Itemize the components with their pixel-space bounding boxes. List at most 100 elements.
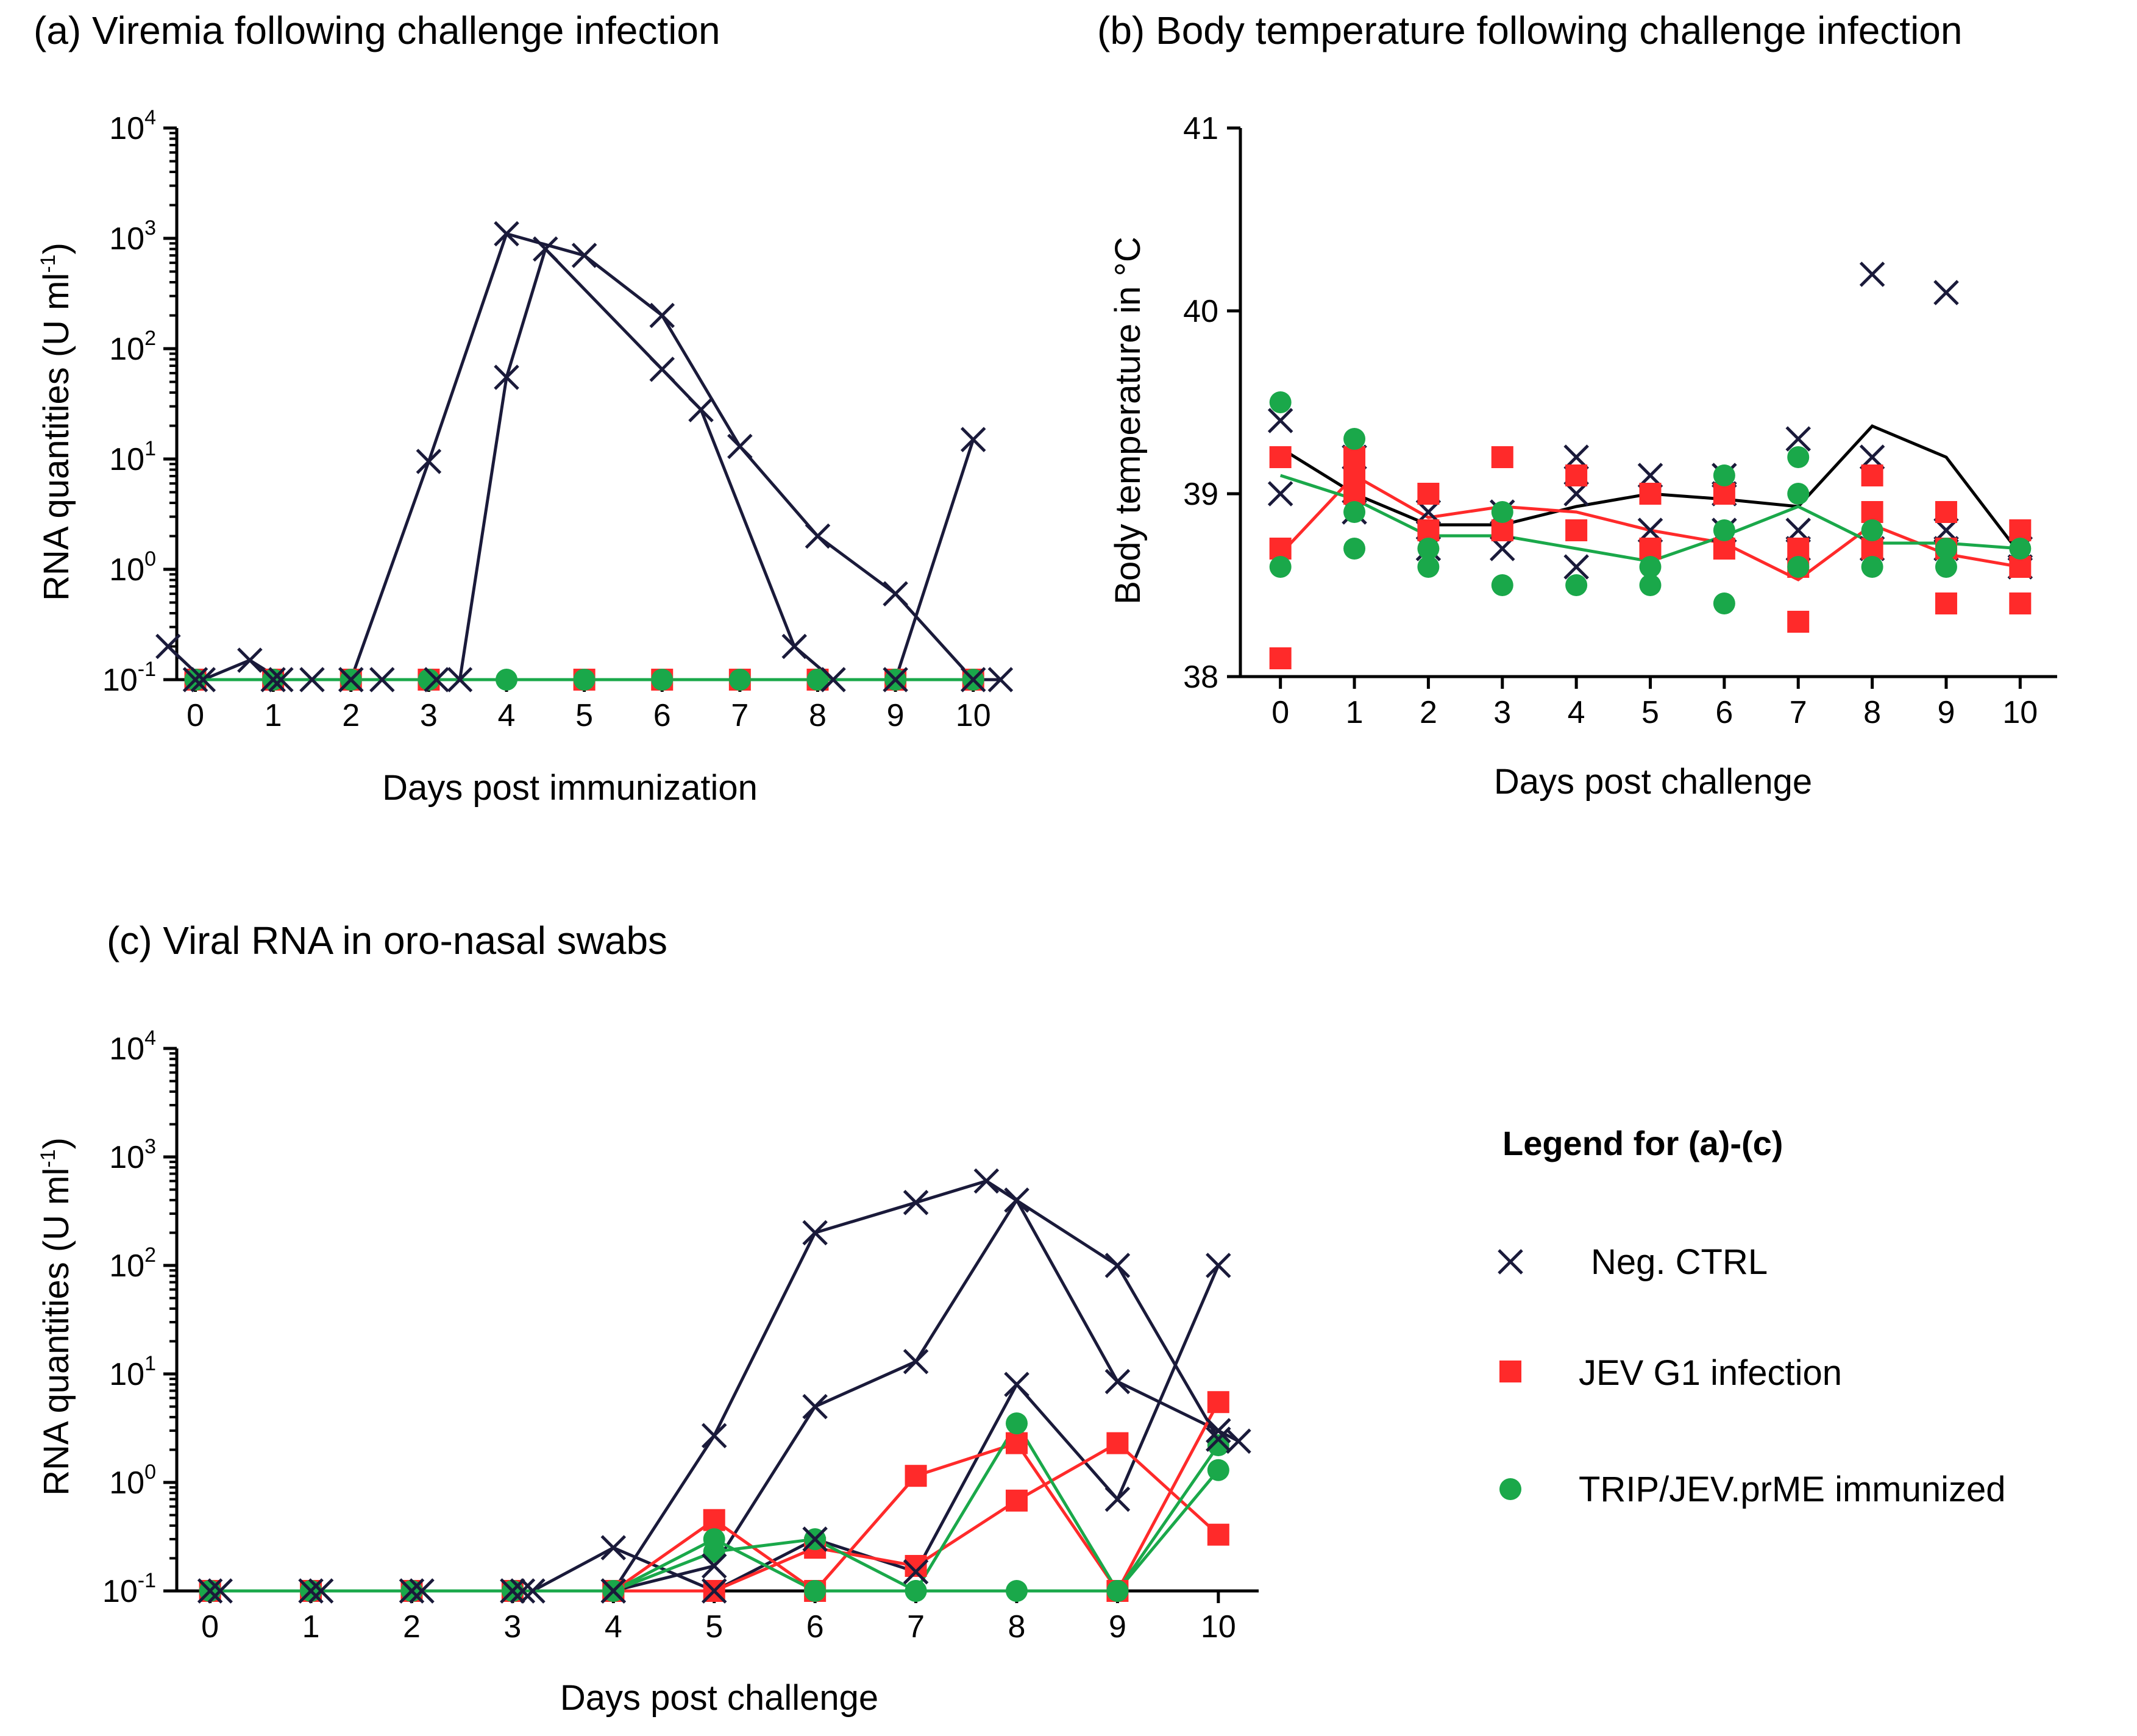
panel-b-series-0-point-22-stroke-b [1933, 280, 1959, 305]
panel-c-xtick-label: 9 [1109, 1609, 1126, 1645]
panel-b-series-2-point-16 [1787, 483, 1810, 505]
panel-a-xtick-label: 9 [887, 698, 905, 733]
panel-a-series-2-point-0-stroke-b [424, 667, 449, 692]
panel-a-xtick-label: 6 [653, 698, 671, 733]
panel-c-series-1-point-0 [207, 1578, 233, 1604]
panel-b-series-2-point-4 [1343, 538, 1366, 560]
panel-a-ylabel: RNA quantities (U ml-1) [37, 243, 76, 601]
panel-a-series-0-point-0 [155, 633, 181, 660]
panel-b-xtick-label: 10 [2002, 695, 2038, 730]
panel-c-ylabel: RNA quantities (U ml-1) [37, 1137, 76, 1496]
panel-b-xtick-label: 4 [1568, 695, 1585, 730]
panel-c-series-1-point-10 [1206, 1418, 1231, 1443]
legend-neg-ctrl-label: Neg. CTRL [1591, 1242, 1768, 1282]
panel-c: (c) Viral RNA in oro-nasal swabs 10-1100… [37, 919, 1259, 1718]
panel-a-series-1-point-4 [494, 221, 519, 247]
panel-c-series-1-point-10-stroke-b [1206, 1418, 1231, 1443]
panel-c-series-3-point-5 [703, 1509, 725, 1531]
panel-c-series-0-point-6-stroke-b [802, 1220, 828, 1246]
panel-c-series-1-point-9-stroke-b [1104, 1368, 1131, 1395]
panel-a-ytick-base: 10 [109, 552, 144, 588]
panel-b-ytick-label: 40 [1183, 294, 1218, 329]
legend-title: Legend for (a)-(c) [1502, 1124, 1783, 1162]
panel-c-series-1-point-6-stroke-b [802, 1393, 828, 1420]
panel-b-series-0-point-1 [1267, 481, 1293, 507]
panel-c-xtick-label: 10 [1201, 1609, 1236, 1645]
panel-a-ytick-base: 10 [109, 221, 144, 257]
panel-a-series-1-point-10-stroke-b [960, 667, 986, 692]
panel-c-ytick-label: 102 [109, 1243, 156, 1284]
panel-c-xtick-label: 2 [403, 1609, 421, 1645]
panel-a-series-2-point-2 [494, 365, 519, 390]
panel-b-series-1-point-19 [1861, 464, 1883, 486]
panel-a-ylabel-end: ) [37, 243, 76, 254]
panel-b-series-0-point-19-stroke-b [1859, 261, 1885, 287]
panel-c-xtick-label: 5 [705, 1609, 723, 1645]
panel-c-ytick-base: 10 [109, 1248, 144, 1284]
panel-c-series-2-point-5-stroke-b [1004, 1371, 1029, 1398]
panel-c-series-1-point-1-stroke-b [308, 1578, 334, 1604]
panel-b-xtick-label: 6 [1715, 695, 1733, 730]
panel-a-ytick-label: 101 [109, 437, 156, 477]
panel-c-xtick-label: 1 [302, 1609, 320, 1645]
panel-a-series-1-point-0-stroke-b [182, 667, 208, 692]
panel-c-series-0-point-2-stroke-b [399, 1578, 425, 1604]
panel-b-series-1-point-8 [1491, 446, 1513, 468]
panel-c-ytick-base: 10 [109, 1465, 144, 1501]
panel-b-series-1-point-11 [1565, 519, 1588, 541]
panel-a-series-line-2 [436, 246, 975, 681]
panel-a-series-2-point-4 [649, 357, 675, 382]
panel-b-plot: 38 39 40 41 0 1 2 3 4 5 6 7 8 9 10 [1183, 111, 2057, 730]
panel-a-xlabel: Days post immunization [382, 768, 758, 808]
panel-b-series-2-point-12 [1713, 464, 1735, 486]
panel-b-series-0-point-10 [1563, 554, 1589, 580]
panel-c-ytick-label: 100 [109, 1460, 156, 1501]
panel-a-ylabel-main: RNA quantities (U ml [37, 273, 76, 601]
panel-b-series-1-point-12 [1639, 483, 1662, 505]
panel-c-xtick-label: 0 [201, 1609, 219, 1645]
panel-c-series-4-point-4 [1005, 1489, 1028, 1512]
panel-b-xtick-label: 2 [1420, 695, 1437, 730]
panel-c-series-0-point-7-stroke-b [903, 1190, 929, 1215]
panel-a-ytick-base: 10 [109, 111, 144, 146]
panel-c-ylabel-sup: -1 [37, 1149, 60, 1167]
panel-c-series-0-point-7 [903, 1190, 929, 1215]
panel-b-series-2-point-14 [1713, 592, 1735, 614]
panel-b-series-0-point-16-stroke-b [1785, 426, 1811, 452]
panel-c-series-6-point-6 [1207, 1434, 1229, 1457]
panel-a-ytick-base: 10 [109, 332, 144, 367]
panel-a-series-2-point-8-stroke-b [883, 667, 908, 692]
panel-c-series-1-point-7 [903, 1348, 929, 1375]
panel-a: (a) Viremia following challenge infectio… [34, 9, 1014, 808]
panel-c-series-1-point-8 [1004, 1187, 1029, 1213]
panel-b-series-1-point-6 [1417, 483, 1440, 505]
panel-a-series-1-point-8 [805, 523, 831, 549]
panel-a-series-1-point-11 [987, 667, 1014, 692]
panel-c-series-4-point-6 [1207, 1523, 1229, 1546]
legend-trip-jev-label: TRIP/JEV.prME immunized [1579, 1470, 2006, 1509]
panel-b-series-2-point-1 [1269, 556, 1292, 578]
panel-a-ytick-label: 102 [109, 327, 156, 367]
panel-a-series-2-point-9-stroke-b [960, 427, 986, 452]
panel-b-series-0-point-10-stroke-b [1563, 554, 1589, 580]
panel-b-series-2-point-10 [1639, 556, 1662, 578]
panel-c-xtick-label: 8 [1008, 1609, 1026, 1645]
panel-c-series-2-point-3-stroke-b [802, 1526, 828, 1552]
panel-c-series-0-point-0 [197, 1578, 223, 1604]
panel-a-series-1-point-7-stroke-b [727, 433, 753, 460]
panel-c-series-0-point-1 [298, 1578, 324, 1604]
panel-c-series-2-point-5 [1004, 1371, 1029, 1398]
panel-c-series-1-point-7-stroke-b [903, 1348, 929, 1375]
panel-c-series-3-point-10 [1207, 1391, 1229, 1414]
panel-c-series-0-point-10-stroke-b [1206, 1426, 1231, 1452]
panel-b-series-2-point-13 [1713, 519, 1735, 541]
panel-a-series-4-point-3 [418, 669, 440, 691]
panel-c-series-6-point-5 [1106, 1580, 1129, 1602]
panel-a-series-1-point-10 [960, 667, 986, 692]
panel-c-ytick-label: 103 [109, 1135, 156, 1175]
panel-a-series-4-point-8 [806, 669, 829, 691]
panel-b-series-2-point-17 [1787, 556, 1810, 578]
panel-a-series-2-point-8 [883, 667, 908, 692]
panel-c-series-0-point-6 [802, 1220, 828, 1246]
